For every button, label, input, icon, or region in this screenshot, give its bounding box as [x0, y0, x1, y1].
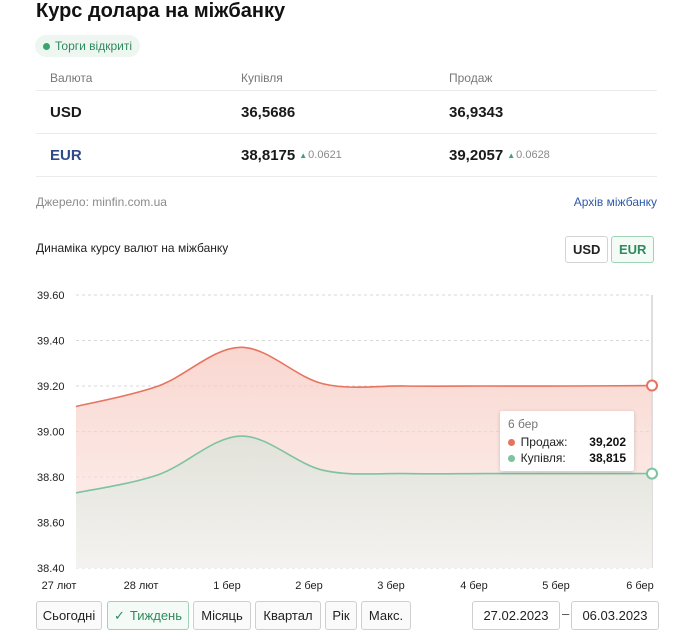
- eur-sell-delta: ▲ 0.0628: [507, 149, 550, 161]
- status-badge-label: Торги відкриті: [55, 39, 132, 53]
- chart-tooltip: 6 бер Продаж: 39,202 Купівля: 38,815: [500, 411, 634, 471]
- y-tick-label: 38.60: [37, 518, 65, 530]
- period-month-button[interactable]: Місяць: [193, 601, 251, 630]
- page-title: Курс долара на міжбанку: [36, 0, 286, 22]
- eur-buy: 38,8175: [241, 146, 296, 164]
- tooltip-buy-value: 38,815: [589, 451, 626, 465]
- x-tick-label: 6 бер: [626, 580, 654, 592]
- check-icon: ✓: [114, 607, 125, 623]
- header-buy: Купівля: [241, 71, 283, 85]
- rates-table: Валюта Купівля Продаж USD 36,5686 36,934…: [36, 66, 657, 177]
- tooltip-buy-row: Купівля: 38,815: [508, 450, 626, 466]
- tooltip-sell-value: 39,202: [589, 435, 626, 449]
- tooltip-buy-label: Купівля:: [520, 451, 566, 465]
- y-tick-label: 39.60: [37, 290, 65, 302]
- status-badge: Торги відкриті: [35, 35, 140, 57]
- eur-buy-cell: 38,8175 ▲ 0.0621: [241, 134, 342, 176]
- tooltip-sell-label: Продаж:: [520, 435, 568, 449]
- eur-sell-delta-value: 0.0628: [516, 149, 550, 161]
- x-tick-label: 1 бер: [213, 580, 241, 592]
- currency-usd: USD: [50, 103, 82, 121]
- sell-dot-icon: [508, 438, 515, 446]
- eur-buy-delta: ▲ 0.0621: [299, 149, 342, 161]
- arrow-up-icon: ▲: [299, 150, 308, 160]
- y-tick-label: 39.40: [37, 336, 65, 348]
- rate-chart[interactable]: 39.60 39.40 39.20 39.00 38.80 38.60 38.40 27 л…: [0, 280, 691, 595]
- table-row: USD 36,5686 36,9343: [36, 91, 657, 134]
- usd-buy: 36,5686: [241, 103, 296, 121]
- date-to-input[interactable]: 06.03.2023: [571, 601, 659, 630]
- x-tick-label: 3 бер: [377, 580, 405, 592]
- tooltip-sell-row: Продаж: 39,202: [508, 434, 626, 450]
- header-currency: Валюта: [50, 71, 93, 85]
- period-quarter-button[interactable]: Квартал: [255, 601, 321, 630]
- currency-eur[interactable]: EUR: [50, 146, 82, 164]
- buy-series-line: [75, 435, 652, 494]
- x-tick-label: 27 лют: [42, 580, 77, 592]
- header-sell: Продаж: [449, 71, 493, 85]
- arrow-up-icon: ▲: [507, 150, 516, 160]
- date-range-dash: –: [562, 606, 570, 621]
- period-max-button[interactable]: Макс.: [361, 601, 411, 630]
- sell-series-line: [75, 346, 653, 408]
- usd-sell: 36,9343: [449, 103, 504, 121]
- x-tick-label: 28 лют: [124, 580, 159, 592]
- x-tick-label: 5 бер: [542, 580, 570, 592]
- eur-sell: 39,2057: [449, 146, 504, 164]
- period-year-button[interactable]: Рік: [325, 601, 357, 630]
- table-row: EUR 38,8175 ▲ 0.0621 39,2057 ▲ 0.0628: [36, 134, 657, 177]
- source-text: Джерело: minfin.com.ua: [36, 195, 167, 209]
- buy-area: [76, 436, 652, 568]
- y-tick-label: 38.80: [37, 472, 65, 484]
- usd-toggle-button[interactable]: USD: [565, 236, 609, 263]
- chart-section-title: Динаміка курсу валют на міжбанку: [36, 241, 229, 255]
- buy-dot-icon: [508, 454, 515, 462]
- y-tick-label: 38.40: [37, 563, 65, 575]
- eur-buy-delta-value: 0.0621: [308, 149, 342, 161]
- table-header: Валюта Купівля Продаж: [36, 66, 657, 91]
- y-tick-label: 39.00: [37, 427, 65, 439]
- x-tick-label: 4 бер: [460, 580, 488, 592]
- archive-link[interactable]: Архів міжбанку: [573, 195, 657, 209]
- x-tick-label: 2 бер: [295, 580, 323, 592]
- sell-point-marker[interactable]: [646, 379, 658, 392]
- period-week-label: Тиждень: [129, 608, 183, 623]
- period-today-button[interactable]: Сьогодні: [36, 601, 102, 630]
- period-week-button[interactable]: ✓ Тиждень: [107, 601, 189, 630]
- tooltip-date: 6 бер: [508, 417, 539, 431]
- eur-sell-cell: 39,2057 ▲ 0.0628: [449, 134, 550, 176]
- eur-toggle-button[interactable]: EUR: [611, 236, 655, 263]
- date-from-input[interactable]: 27.02.2023: [472, 601, 560, 630]
- y-tick-label: 39.20: [37, 381, 65, 393]
- buy-point-marker[interactable]: [646, 467, 658, 480]
- status-dot-icon: [43, 42, 50, 50]
